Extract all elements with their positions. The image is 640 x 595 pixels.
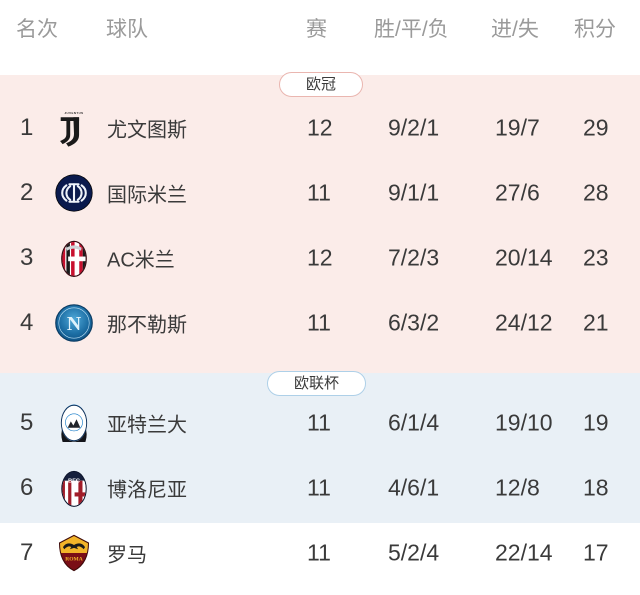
svg-text:BFC: BFC bbox=[68, 478, 81, 484]
svg-text:JUVENTUS: JUVENTUS bbox=[65, 111, 84, 115]
svg-text:ROMA: ROMA bbox=[65, 556, 82, 562]
svg-text:N: N bbox=[67, 312, 81, 334]
